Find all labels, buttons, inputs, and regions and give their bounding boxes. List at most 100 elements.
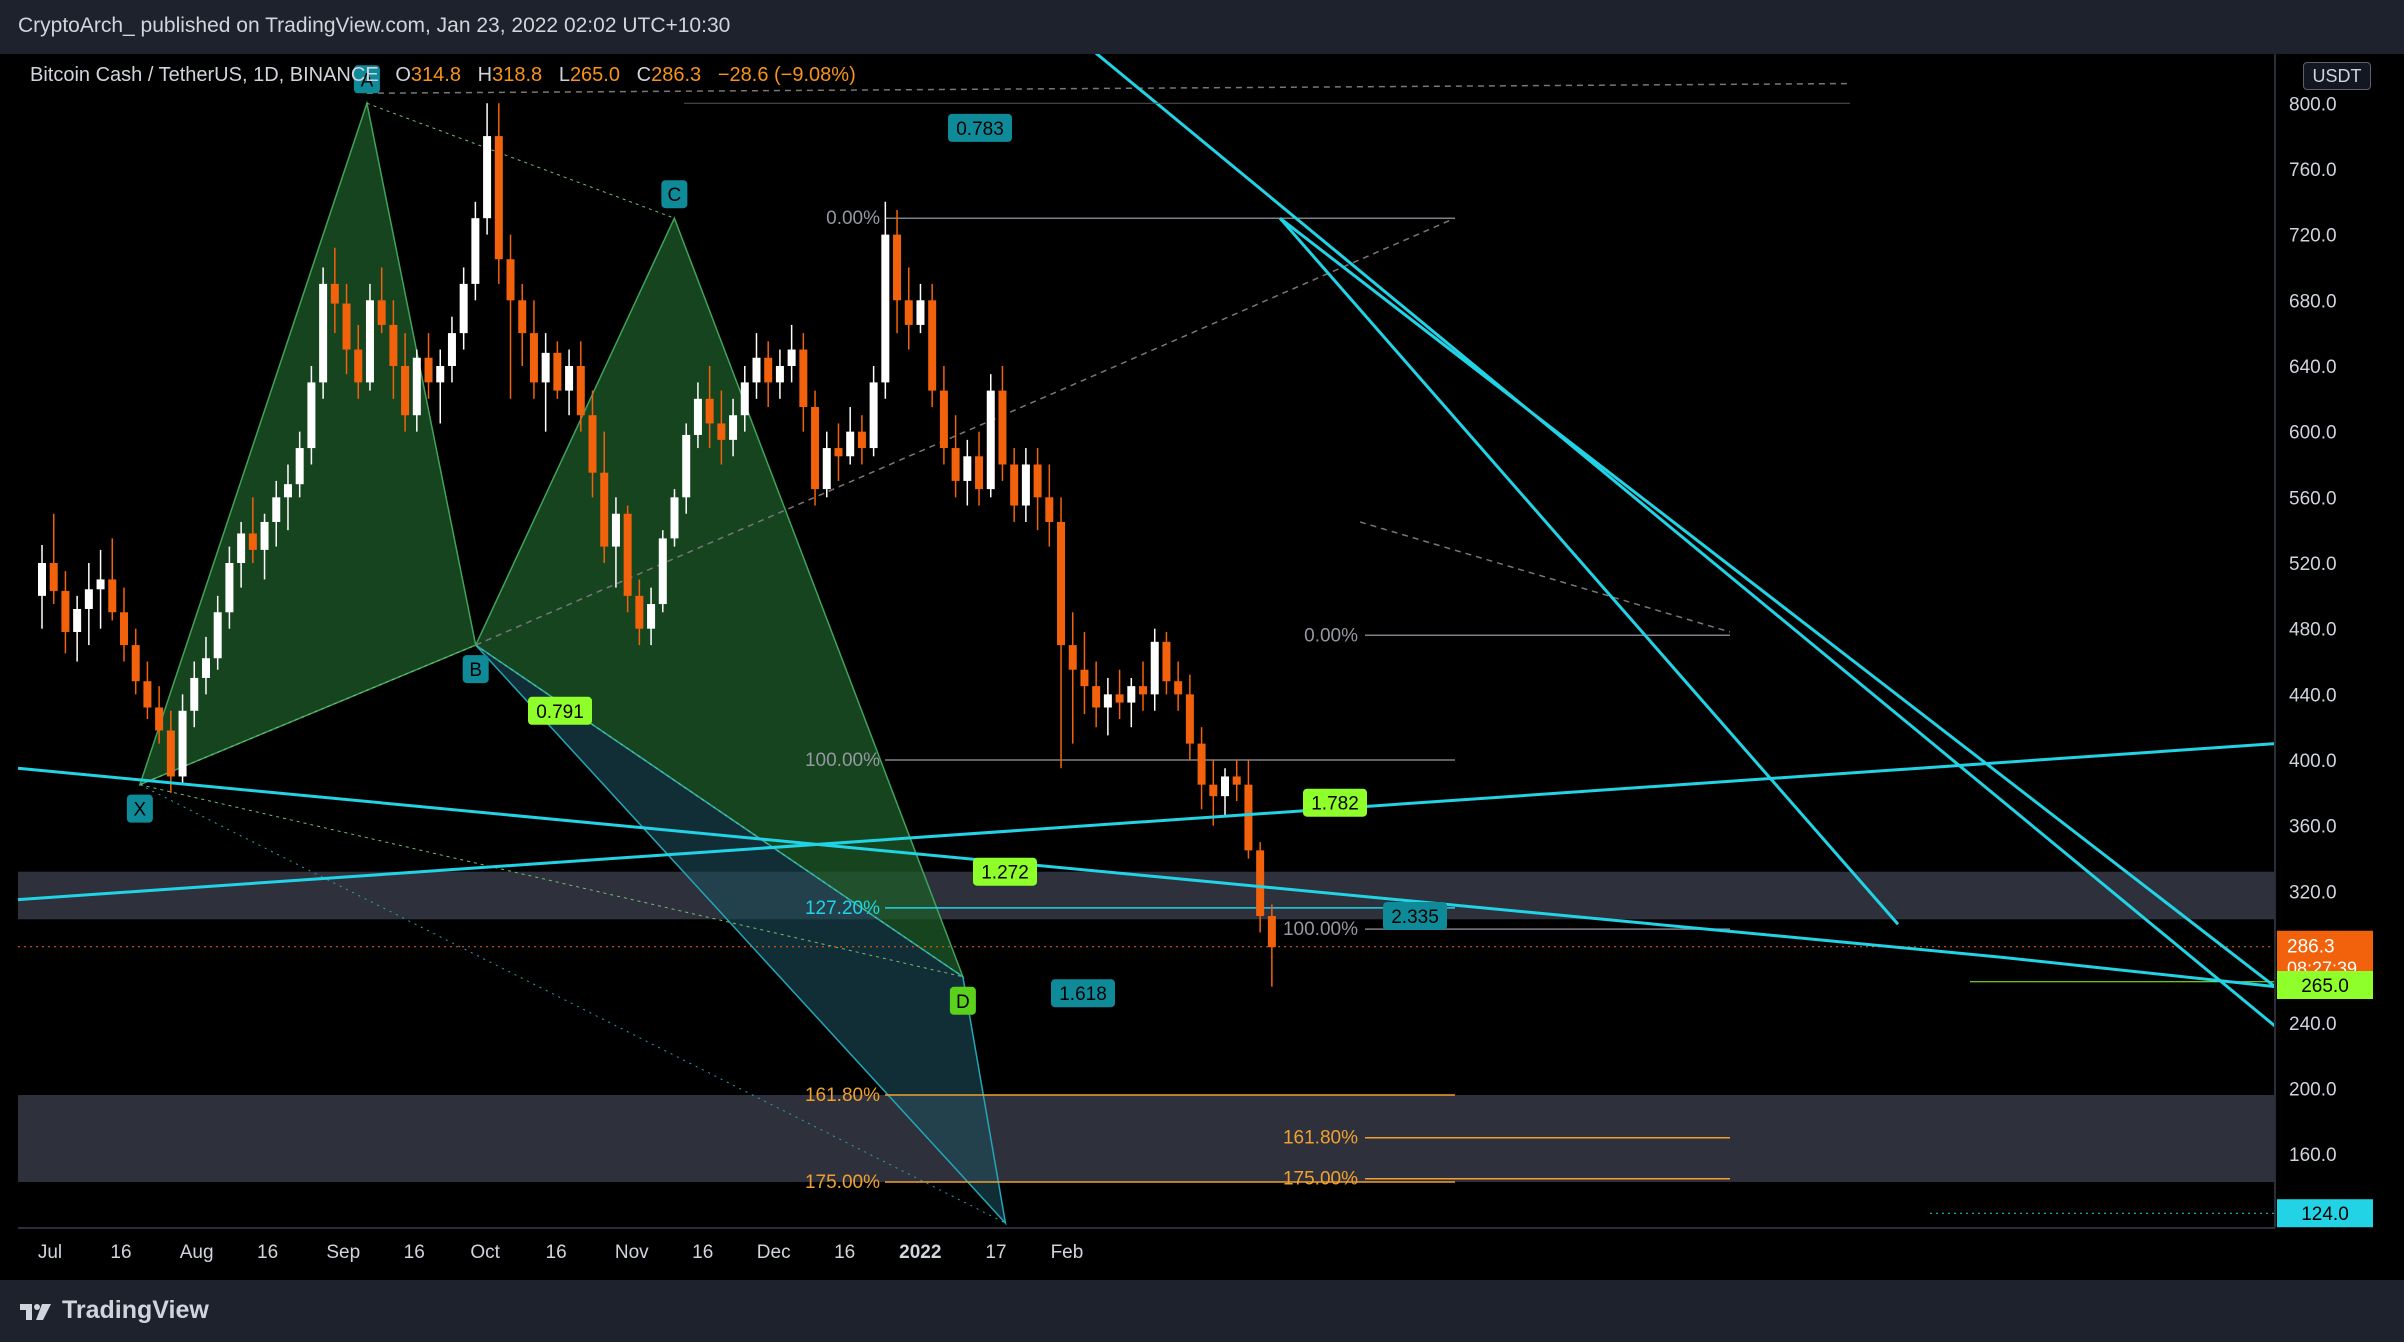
time-tick: Dec [757,1242,791,1263]
candle [588,415,597,473]
candle [506,259,515,301]
candle [822,448,831,490]
candle [225,563,234,613]
candle [904,300,913,325]
candle [565,365,574,391]
candle [834,448,843,457]
ratio-label-text: 0.783 [956,119,1004,140]
trend-line[interactable] [1279,217,2276,988]
fib-right-label: 100.00% [1283,919,1358,940]
candle [119,612,128,646]
target-zone [18,1095,2275,1183]
candle [1021,464,1030,506]
candle [319,283,328,383]
candle [1174,681,1183,695]
candle [916,300,925,325]
candle [201,658,210,678]
fib-right-label: 0.00% [1304,625,1358,646]
candle [986,390,995,490]
ratio-label-box [528,696,592,725]
price-tick: 720.0 [2289,226,2337,247]
candle [1197,743,1206,785]
candle [975,456,984,490]
high-value: 318.8 [492,64,543,86]
ratio-label-text: 1.618 [1059,984,1107,1005]
publisher-text: CryptoArch_ published on TradingView.com… [18,14,731,37]
price-tick: 400.0 [2289,751,2337,772]
time-tick: 16 [834,1242,855,1263]
low-label: L [558,64,570,86]
candle [1221,776,1230,797]
target-price-tag-box [2277,1199,2373,1228]
candle [436,365,445,383]
trend-line[interactable] [1278,217,1900,926]
candle [939,390,948,449]
currency-button[interactable]: USDT [2303,62,2371,90]
candle [529,333,538,383]
candle [1057,521,1066,646]
candle [1127,686,1136,703]
ratio-label: 0.783 [948,113,1012,142]
candle [272,497,281,522]
trend-line[interactable] [17,742,2276,902]
candle [752,357,761,383]
candle [483,136,492,219]
candle [799,349,808,408]
price-tick: 680.0 [2289,291,2337,312]
candle [96,579,105,590]
candle [1068,645,1077,670]
candle [260,521,269,550]
candle [471,218,480,284]
candle [1139,686,1148,695]
last-price-tag: 286.3 [2287,937,2335,958]
ratio-label-box [1303,788,1367,817]
trend-line[interactable] [1080,54,2276,1028]
price-tick: 520.0 [2289,554,2337,575]
price-chart[interactable]: 0.00% 100.00% 127.20% 161.80% 175.00% 0.00% 10… [0,54,2404,1280]
candle [73,608,82,632]
candle [213,612,222,659]
ratio-label: 2.335 [1383,902,1447,931]
time-tick: 16 [692,1242,713,1263]
candle [1010,464,1019,506]
candle [928,300,937,391]
close-value: 286.3 [651,64,702,86]
point-a-label-text: A [361,70,374,91]
point-c-label-text: C [667,185,681,206]
dashed-trend-line [366,82,1851,95]
tradingview-brand[interactable]: TradingView [18,1296,209,1325]
low-value: 265.0 [569,64,620,86]
candle [1115,694,1124,703]
ratio-label-box [1051,979,1115,1008]
price-tick: 320.0 [2289,882,2337,903]
candle [61,590,70,632]
pattern-dotted-line [366,102,675,219]
ratio-label: 1.272 [973,857,1037,886]
publish-bar [0,0,2404,54]
brand-text: TradingView [62,1296,209,1324]
ratio-label-text: 1.782 [1311,794,1359,815]
ratio-label: 1.618 [1051,979,1115,1008]
ratio-label-text: 0.791 [536,702,584,723]
candle [1080,669,1089,687]
candle [342,303,351,350]
candle [518,300,527,334]
candle [1256,850,1265,917]
candle [576,365,585,416]
candle [857,431,866,449]
candle [623,513,632,596]
trend-line[interactable] [1999,955,2276,989]
candle [764,357,773,383]
candle [600,472,609,547]
candle [1162,641,1171,682]
candle [787,349,796,366]
candle [377,300,386,325]
candle [705,398,714,424]
price-tick: 240.0 [2289,1014,2337,1035]
candle [963,456,972,481]
pattern-dotted-line [139,784,964,978]
candle [1209,784,1218,797]
candle [248,533,257,550]
candle [1185,694,1194,744]
tradingview-logo-icon [20,1303,51,1320]
